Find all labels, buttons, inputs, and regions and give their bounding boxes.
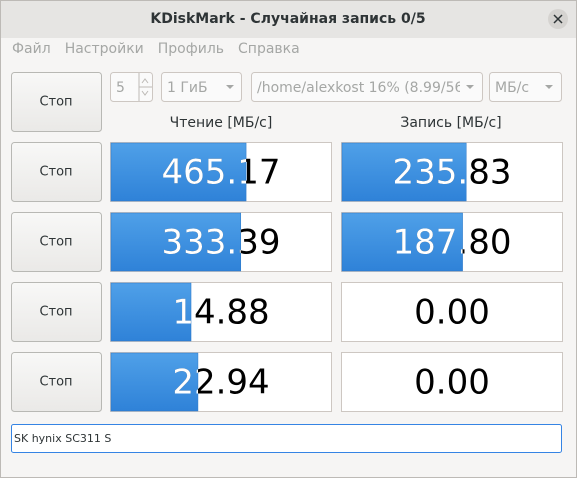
menu-item: Профиль [158,41,224,57]
result-cell [341,352,563,412]
button-label: Стоп [39,305,72,320]
result-bar [110,282,192,342]
result-value: 14.88 [172,293,269,333]
button-label: Стоп [39,235,72,250]
menu-item: Справка [238,41,300,57]
result-bar [341,212,463,272]
stop-button[interactable] [11,212,102,272]
write-header: Запись [МБ/с] [400,115,501,131]
combo-arrow [226,85,234,89]
stop-button[interactable] [11,282,102,342]
target-value: /home/alexkost 16% (8.99/56.1 [257,80,477,96]
result-value-on-bar: 22.94 [172,363,269,403]
combo-arrow [466,85,474,89]
result-value-on-bar: 187.80 [393,223,512,263]
result-value-on-bar: 465.17 [162,153,281,193]
result-value: 333.39 [162,223,281,263]
result-value: 235.83 [393,153,512,193]
result-value-on-bar: 14.88 [172,293,269,333]
loops-value: 5 [116,80,125,96]
button-label: Стоп [39,165,72,180]
result-value: 187.80 [393,223,512,263]
target-clip: /home/alexkost 16% (8.99/56.1 [257,80,477,96]
read-header: Чтение [МБ/с] [170,115,273,131]
result-cell [341,282,563,342]
size-combo[interactable] [161,72,242,102]
combo-arrow [545,85,553,89]
result-bar [341,142,467,202]
result-bar [110,352,199,412]
result-value-on-bar: 235.83 [393,153,512,193]
result-value: 22.94 [172,363,269,403]
size-value: 1 ГиБ [167,80,208,96]
result-bar [110,142,247,202]
menu-bar [0,38,577,60]
comment-input[interactable] [11,424,562,453]
menu-item: Файл [12,41,51,57]
window-title: KDiskMark - Случайная запись 0/5 [150,11,425,27]
result-value: 465.17 [162,153,281,193]
button-label: Стоп [39,375,72,390]
start-button[interactable] [11,72,102,132]
spin-arrows [138,73,152,101]
loops-spinbox[interactable] [110,72,153,102]
unit-combo[interactable] [489,72,562,102]
menu-item: Настройки [65,41,144,57]
stop-button[interactable] [11,142,102,202]
target-combo[interactable] [251,72,483,102]
result-value: 0.00 [414,293,490,333]
title-bar [0,0,577,38]
comment-text: SK hynix SC311 S [14,432,111,445]
result-value: 0.00 [414,363,490,403]
result-bar [110,212,242,272]
result-value-on-bar: 333.39 [162,223,281,263]
stop-button[interactable] [11,352,102,412]
button-label: Стоп [39,95,72,110]
close-icon [553,14,563,24]
unit-value: МБ/с [495,80,529,96]
